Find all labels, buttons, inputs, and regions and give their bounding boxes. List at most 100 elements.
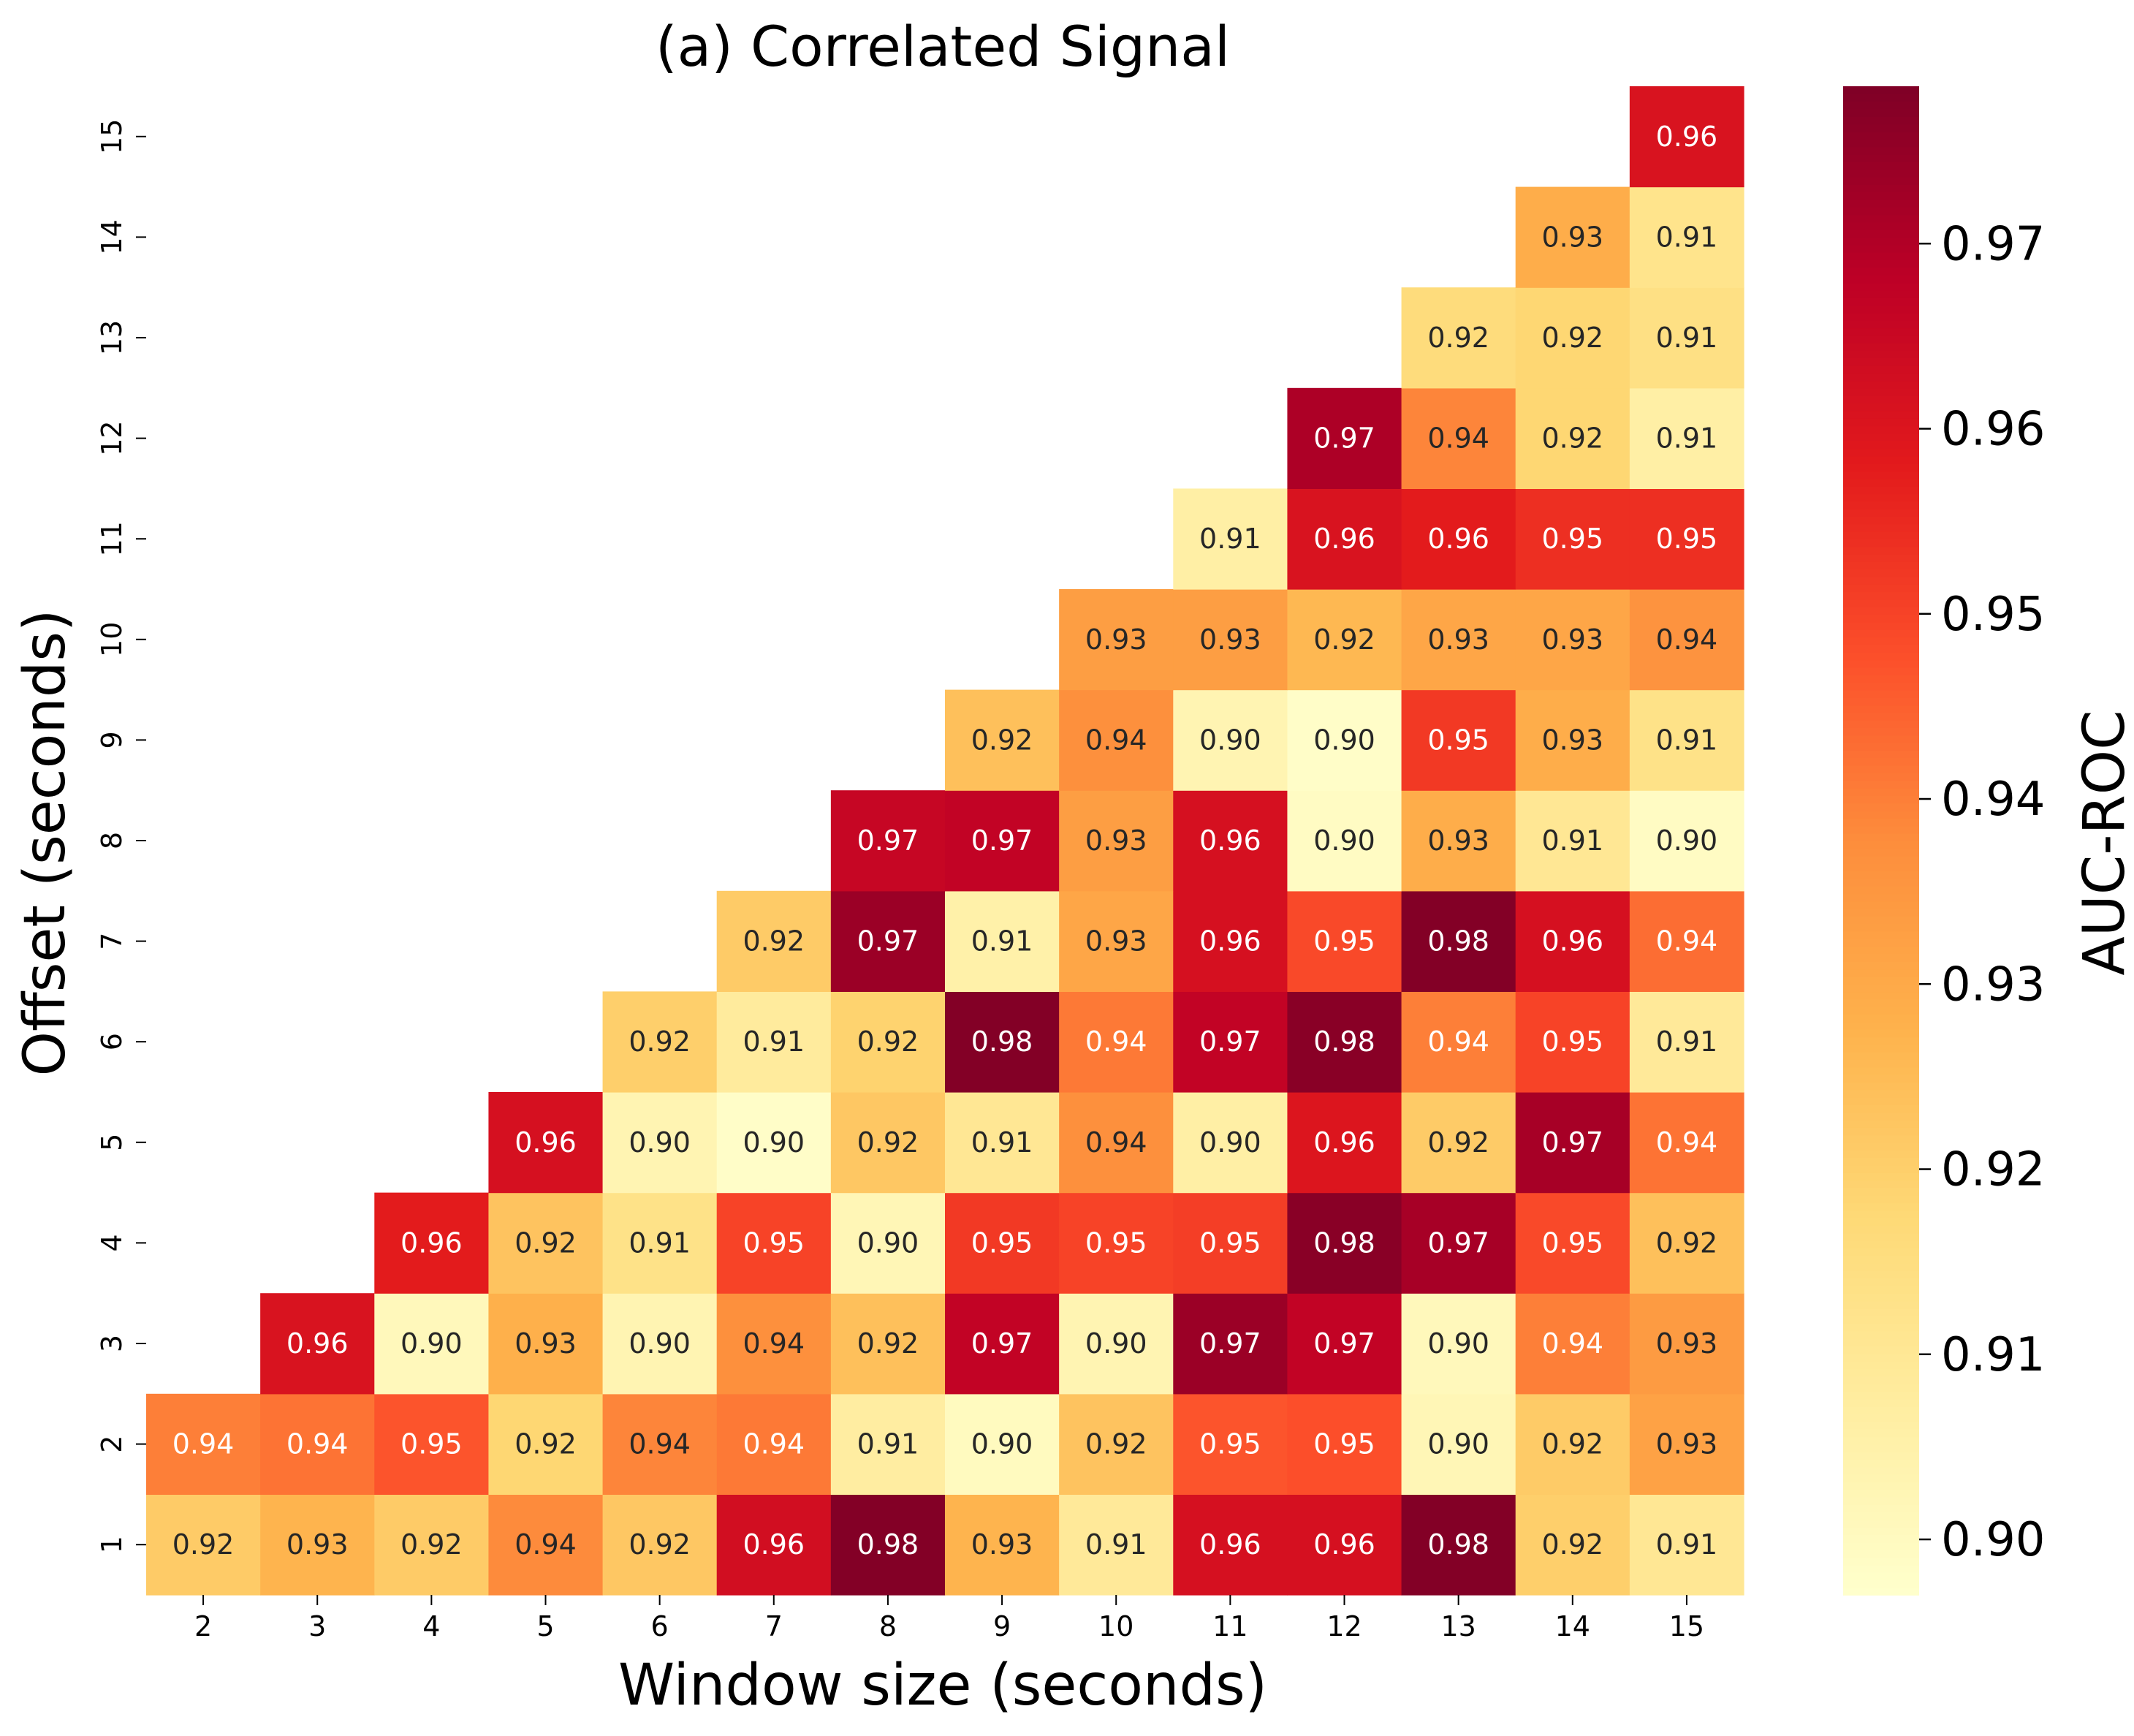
colorbar-segment	[1843, 1466, 1919, 1475]
colorbar-segment	[1843, 735, 1919, 743]
colorbar-segment	[1843, 531, 1919, 539]
cell-value-label: 0.93	[1427, 623, 1489, 656]
heatmap-cell	[1401, 689, 1516, 791]
colorbar-segment	[1843, 455, 1919, 464]
heatmap-cell	[1173, 1494, 1288, 1596]
y-tick-label: 4	[96, 1234, 128, 1251]
y-tick-label: 8	[96, 832, 128, 849]
colorbar-segment	[1843, 961, 1919, 970]
colorbar-segment	[1843, 1262, 1919, 1272]
colorbar-segment	[1843, 561, 1919, 570]
colorbar-segment	[1843, 1096, 1919, 1105]
colorbar-segment	[1843, 621, 1919, 630]
heatmap-cell	[1059, 1092, 1174, 1194]
heatmap-cell	[1401, 1494, 1516, 1596]
cell-value-label: 0.94	[1656, 925, 1718, 958]
heatmap-cell	[1059, 991, 1174, 1093]
heatmap-cell	[716, 1393, 832, 1495]
heatmap-cell	[1401, 589, 1516, 691]
colorbar-segment	[1843, 1580, 1919, 1588]
colorbar-segment	[1843, 1316, 1919, 1324]
cell-value-label: 0.97	[1313, 1327, 1375, 1360]
colorbar-segment	[1843, 546, 1919, 555]
heatmap-cell	[1515, 689, 1630, 791]
colorbar-segment	[1843, 818, 1919, 827]
heatmap-cell	[1059, 1494, 1174, 1596]
cell-value-label: 0.93	[1656, 1428, 1718, 1460]
cell-value-label: 0.92	[1541, 1528, 1603, 1561]
colorbar-segment	[1843, 471, 1919, 480]
heatmap-cell	[830, 1494, 946, 1596]
colorbar-segment	[1843, 614, 1919, 623]
heatmap-cell	[1515, 387, 1630, 489]
cell-value-label: 0.90	[1313, 825, 1375, 857]
colorbar-segment	[1843, 297, 1919, 306]
colorbar-segment	[1843, 1285, 1919, 1294]
cell-value-label: 0.90	[629, 1327, 691, 1360]
x-tick-label: 8	[879, 1610, 897, 1642]
heatmap-cell	[716, 1092, 832, 1194]
colorbar-segment	[1843, 1225, 1919, 1234]
colorbar-segment	[1843, 1210, 1919, 1218]
heatmap-cell	[1515, 1192, 1630, 1294]
heatmap-cell	[374, 1192, 490, 1294]
colorbar-segment	[1843, 1534, 1919, 1543]
colorbar-segment	[1843, 1406, 1919, 1415]
colorbar-segment	[1843, 1338, 1919, 1347]
colorbar-label: AUC-ROC	[2072, 710, 2134, 975]
heatmap-cell	[1629, 790, 1744, 892]
colorbar-segment	[1843, 101, 1919, 110]
colorbar-segment	[1843, 1542, 1919, 1550]
heatmap-cell	[1629, 488, 1744, 590]
heatmap-cell	[146, 1393, 261, 1495]
heatmap-cell	[1401, 1192, 1516, 1294]
colorbar-segment	[1843, 146, 1919, 155]
cell-value-label: 0.95	[971, 1227, 1033, 1259]
colorbar-segment	[1843, 1066, 1919, 1075]
cell-value-label: 0.95	[1313, 925, 1375, 958]
cell-value-label: 0.93	[1085, 623, 1147, 656]
heatmap-cell	[716, 1494, 832, 1596]
heatmap-cell	[830, 1393, 946, 1495]
cell-value-label: 0.91	[971, 925, 1033, 958]
heatmap-cell	[374, 1293, 490, 1395]
heatmap-cell	[1287, 387, 1402, 489]
heatmap-cell	[830, 1092, 946, 1194]
heatmap-cell	[1401, 890, 1516, 992]
colorbar-segment	[1843, 1421, 1919, 1430]
colorbar-segment	[1843, 1074, 1919, 1083]
cell-value-label: 0.91	[743, 1026, 805, 1058]
colorbar-segment	[1843, 1029, 1919, 1038]
heatmap-cell	[1629, 890, 1744, 992]
colorbar-segment	[1843, 1482, 1919, 1490]
cell-value-label: 0.96	[514, 1126, 577, 1159]
cell-value-label: 0.95	[1541, 1227, 1603, 1259]
heatmap-cell	[1515, 488, 1630, 590]
colorbar-segment	[1843, 644, 1919, 653]
cell-value-label: 0.94	[514, 1528, 577, 1561]
cell-value-label: 0.90	[629, 1126, 691, 1159]
heatmap-cell	[1515, 589, 1630, 691]
y-tick-label: 15	[96, 119, 128, 154]
colorbar-segment	[1843, 1398, 1919, 1407]
cell-value-label: 0.96	[1313, 523, 1375, 555]
colorbar-segment	[1843, 1376, 1919, 1384]
colorbar-segment	[1843, 591, 1919, 600]
colorbar-segment	[1843, 901, 1919, 909]
heatmap-cell	[1287, 488, 1402, 590]
cell-value-label: 0.91	[1656, 322, 1718, 354]
cell-value-label: 0.92	[1541, 322, 1603, 354]
colorbar-segment	[1843, 86, 1919, 95]
colorbar-tick-label: 0.91	[1941, 1328, 2046, 1382]
heatmap-cell	[1515, 1092, 1630, 1194]
heatmap-cell	[1515, 790, 1630, 892]
y-tick-label: 11	[96, 521, 128, 556]
colorbar-segment	[1843, 659, 1919, 668]
heatmap-cell	[1059, 790, 1174, 892]
colorbar-segment	[1843, 697, 1919, 706]
heatmap-cell	[260, 1494, 375, 1596]
colorbar-segment	[1843, 108, 1919, 118]
colorbar-segment	[1843, 1278, 1919, 1286]
x-tick-label: 11	[1212, 1610, 1248, 1642]
cell-value-label: 0.90	[1199, 724, 1261, 756]
